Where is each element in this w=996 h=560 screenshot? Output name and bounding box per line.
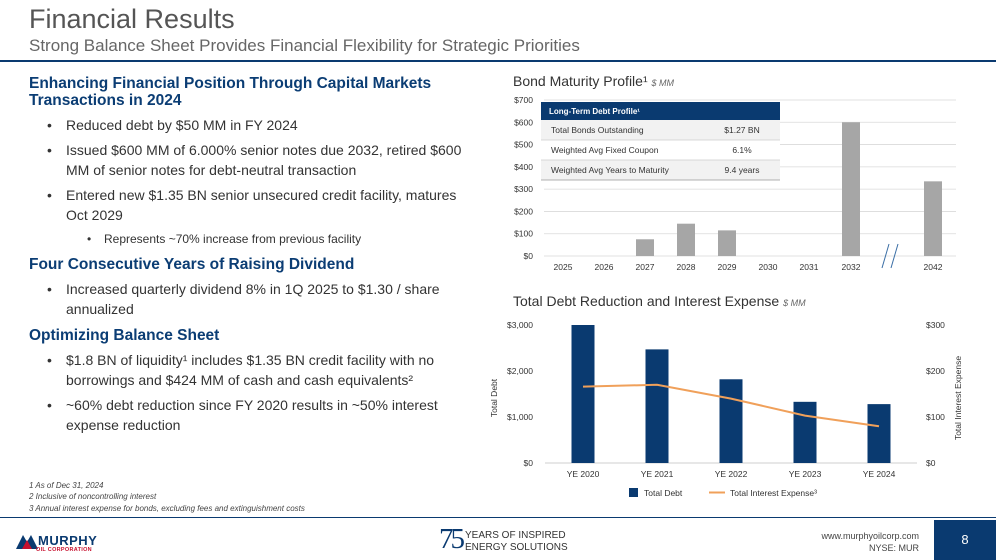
logo-wordmark: MURPHY xyxy=(38,533,98,548)
legend-label-interest: Total Interest Expense³ xyxy=(730,488,817,498)
bullet-item: Reduced debt by $50 MM in FY 2024 xyxy=(29,115,479,135)
bullet-item: Entered new $1.35 BN senior unsecured cr… xyxy=(29,185,479,225)
balance-sheet-bullets: $1.8 BN of liquidity¹ includes $1.35 BN … xyxy=(29,350,479,435)
footnote-2: 2 Inclusive of noncontrolling interest xyxy=(29,492,157,501)
website-link[interactable]: www.murphyoilcorp.com xyxy=(821,531,919,541)
logo-subtitle: OIL CORPORATION xyxy=(36,547,92,553)
bar-2028 xyxy=(677,223,695,256)
table-row-label: Weighted Avg Years to Maturity xyxy=(551,165,670,175)
left-y-tick-label: $2,000 xyxy=(507,366,533,376)
footnote-3: 3 Annual interest expense for bonds, exc… xyxy=(29,504,305,513)
debt-reduction-chart: $0 $1,000 $2,000 $3,000 $0 $100 $200 $300 YE 2… xyxy=(489,320,963,498)
debt-bar-ye-2024 xyxy=(867,404,891,463)
y-tick-label: $300 xyxy=(514,184,533,194)
bullet-item: $1.8 BN of liquidity¹ includes $1.35 BN … xyxy=(29,350,479,390)
left-y-tick-label: $3,000 xyxy=(507,320,533,330)
interest-expense-line xyxy=(582,383,880,428)
x-tick-label: YE 2024 xyxy=(863,469,896,479)
x-tick-label: 2030 xyxy=(759,262,778,272)
x-tick-label: YE 2020 xyxy=(567,469,600,479)
x-tick-label: YE 2023 xyxy=(789,469,822,479)
chart-legend: Total Debt Total Interest Expense³ xyxy=(629,488,817,498)
right-y-tick-label: $0 xyxy=(926,458,936,468)
ticker-symbol: NYSE: MUR xyxy=(868,543,919,553)
debt-bar-ye-2022 xyxy=(719,379,743,463)
anniversary-mark: 75 YEARS OF INSPIRED ENERGY SOLUTIONS xyxy=(439,523,579,557)
y-tick-label: $700 xyxy=(514,95,533,105)
left-column: Enhancing Financial Position Through Cap… xyxy=(29,75,479,435)
x-tick-label: 2025 xyxy=(554,262,573,272)
bar-2029 xyxy=(718,230,736,256)
bar-2027 xyxy=(636,239,654,256)
murphy-logo: MURPHY OIL CORPORATION xyxy=(14,527,98,555)
y-tick-label: $200 xyxy=(514,206,533,216)
sub-bullet-item: Represents ~70% increase from previous f… xyxy=(29,231,479,247)
x-tick-label: 2028 xyxy=(677,262,696,272)
bond-chart-title: Bond Maturity Profile¹ $ MM xyxy=(513,73,674,89)
table-row-value: $1.27 BN xyxy=(724,125,759,135)
y-tick-label: $100 xyxy=(514,229,533,239)
debt-bar-ye-2020 xyxy=(571,325,595,463)
right-axis-label: Total Interest Expense xyxy=(953,356,963,440)
bullet-item: Issued $600 MM of 6.000% senior notes du… xyxy=(29,140,479,180)
anniversary-line-1: YEARS OF INSPIRED xyxy=(465,530,566,541)
legend-swatch-total-debt xyxy=(629,488,638,497)
bar-2032 xyxy=(842,122,860,257)
debt-chart-title-text: Total Debt Reduction and Interest Expens… xyxy=(513,293,780,309)
anniversary-number: 75 xyxy=(439,523,465,555)
footnote-1: 1 As of Dec 31, 2024 xyxy=(29,481,104,490)
debt-bar-ye-2023 xyxy=(793,401,817,463)
left-y-tick-label: $1,000 xyxy=(507,412,533,422)
bullet-item: Increased quarterly dividend 8% in 1Q 20… xyxy=(29,279,479,319)
x-tick-label: 2042 xyxy=(924,262,943,272)
page-title: Financial Results xyxy=(29,4,235,34)
y-tick-label: $0 xyxy=(524,251,534,261)
x-tick-label: 2031 xyxy=(800,262,819,272)
bar-2042 xyxy=(924,181,942,256)
bond-chart-unit: $ MM xyxy=(651,78,675,88)
page-subtitle: Strong Balance Sheet Provides Financial … xyxy=(29,36,580,55)
axis-break-icon xyxy=(881,243,899,269)
table-row-label: Total Bonds Outstanding xyxy=(551,125,644,135)
x-tick-label: 2032 xyxy=(842,262,861,272)
debt-profile-table: Long-Term Debt Profile¹ Total Bonds Outs… xyxy=(541,102,780,181)
x-tick-label: YE 2021 xyxy=(641,469,674,479)
x-tick-label: 2027 xyxy=(636,262,655,272)
debt-chart-unit: $ MM xyxy=(783,298,806,308)
anniversary-line-2: ENERGY SOLUTIONS xyxy=(465,542,568,553)
bond-chart-title-text: Bond Maturity Profile¹ xyxy=(513,73,648,89)
table-row-value: 6.1% xyxy=(732,145,752,155)
right-y-tick-label: $300 xyxy=(926,320,945,330)
right-y-tick-label: $100 xyxy=(926,412,945,422)
y-tick-label: $600 xyxy=(514,117,533,127)
left-axis-label: Total Debt xyxy=(489,378,499,417)
table-row-value: 9.4 years xyxy=(725,165,760,175)
legend-label-total-debt: Total Debt xyxy=(644,488,683,498)
murphy-logo-icon xyxy=(16,535,38,549)
footer-divider xyxy=(0,517,996,518)
y-tick-label: $400 xyxy=(514,162,533,172)
bullet-item: ~60% debt reduction since FY 2020 result… xyxy=(29,395,479,435)
section-heading-dividend: Four Consecutive Years of Raising Divide… xyxy=(29,256,355,273)
y-tick-label: $500 xyxy=(514,140,533,150)
section-heading-balance-sheet: Optimizing Balance Sheet xyxy=(29,327,220,344)
capital-markets-bullets: Reduced debt by $50 MM in FY 2024 Issued… xyxy=(29,115,479,247)
debt-profile-table-title: Long-Term Debt Profile¹ xyxy=(549,107,640,116)
table-row-label: Weighted Avg Fixed Coupon xyxy=(551,145,659,155)
x-tick-label: 2029 xyxy=(718,262,737,272)
footer-contact: www.murphyoilcorp.com NYSE: MUR xyxy=(821,530,919,554)
title-divider xyxy=(0,60,996,62)
x-tick-label: 2026 xyxy=(595,262,614,272)
right-y-tick-label: $200 xyxy=(926,366,945,376)
left-y-tick-label: $0 xyxy=(524,458,534,468)
dividend-bullets: Increased quarterly dividend 8% in 1Q 20… xyxy=(29,279,479,319)
bond-maturity-chart: $0 $100 $200 $300 $400 $500 $600 $700 2025 2026 2… xyxy=(514,95,956,272)
debt-chart-title: Total Debt Reduction and Interest Expens… xyxy=(513,293,806,309)
debt-bar-ye-2021 xyxy=(645,349,669,463)
section-heading-capital-markets: Enhancing Financial Position Through Cap… xyxy=(29,75,432,109)
page-number: 8 xyxy=(934,520,996,560)
x-tick-label: YE 2022 xyxy=(715,469,748,479)
